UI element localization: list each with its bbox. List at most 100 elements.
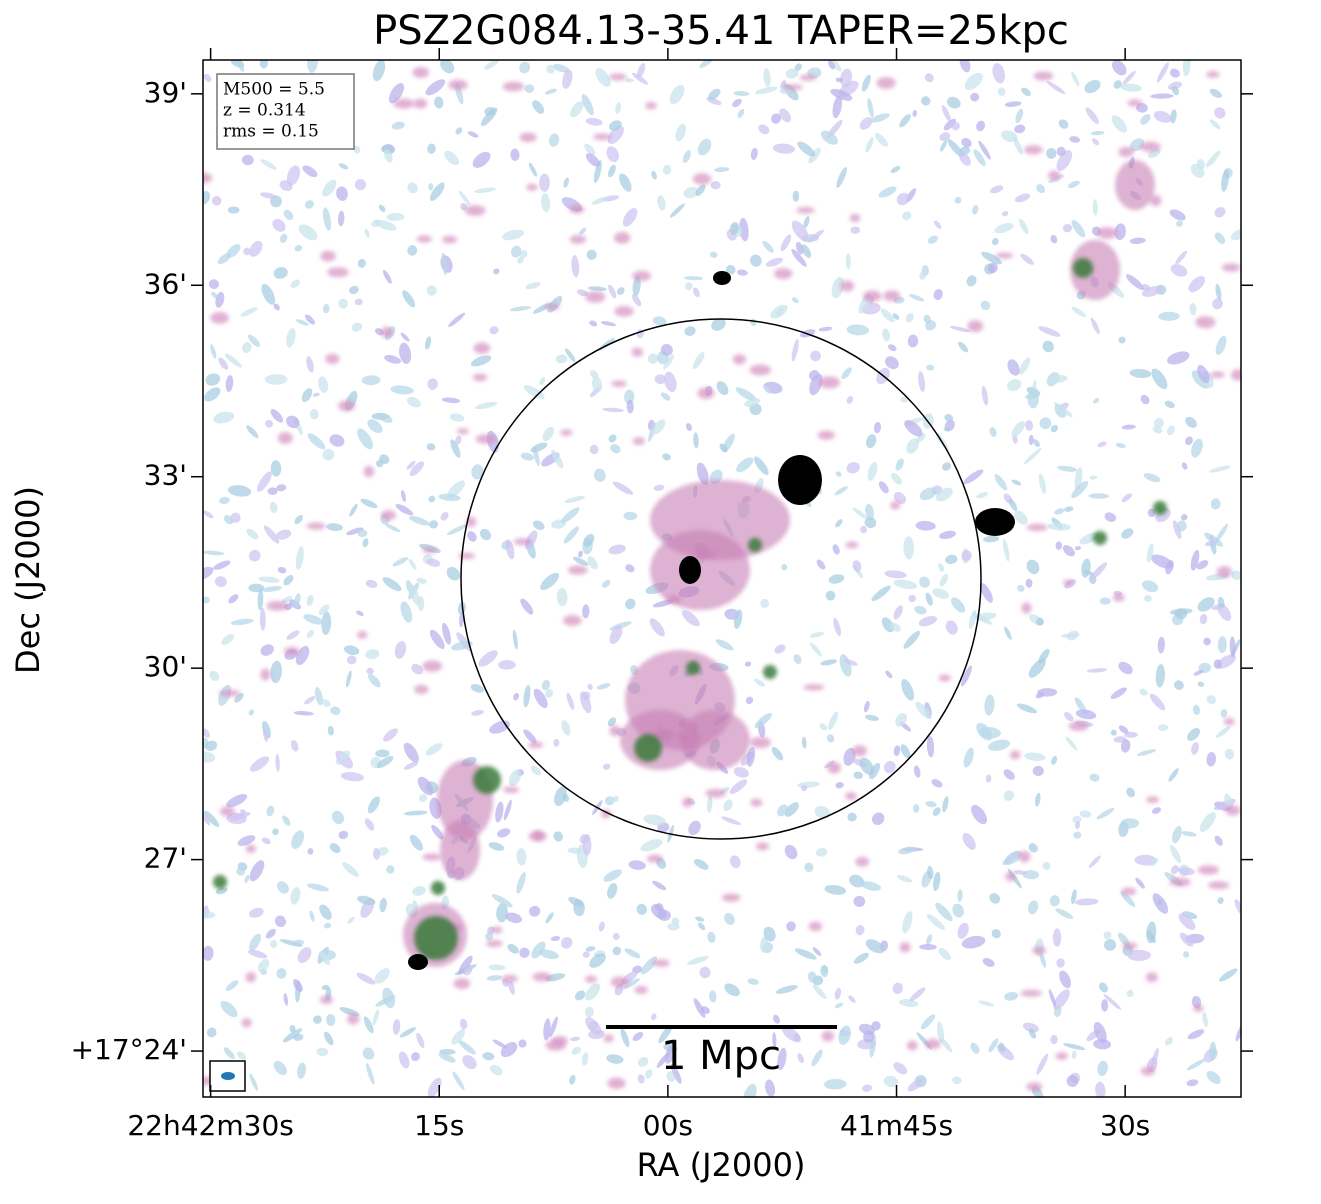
noise-speckle	[978, 140, 991, 160]
noise-speckle	[1158, 311, 1180, 321]
faint-source	[357, 630, 368, 639]
noise-speckle	[625, 78, 634, 83]
noise-speckle	[244, 874, 250, 883]
noise-speckle	[585, 983, 601, 1001]
noise-speckle	[1157, 724, 1169, 731]
noise-speckle	[890, 166, 901, 174]
noise-speckle	[573, 556, 589, 566]
noise-speckle	[1218, 968, 1238, 982]
y-tick-label: 30'	[144, 650, 187, 683]
faint-source	[456, 428, 469, 435]
noise-speckle	[606, 1054, 624, 1064]
noise-speckle	[237, 835, 256, 846]
noise-speckle	[378, 204, 386, 212]
noise-speckle	[814, 806, 831, 819]
noise-speckle	[312, 392, 320, 397]
faint-source	[845, 792, 857, 801]
noise-speckle	[327, 725, 334, 736]
noise-speckle	[530, 442, 548, 453]
noise-speckle	[832, 544, 840, 555]
noise-speckle	[275, 529, 292, 540]
noise-speckle	[615, 102, 622, 114]
noise-speckle	[874, 133, 888, 147]
noise-speckle	[347, 916, 355, 924]
noise-speckle	[684, 326, 696, 336]
noise-speckle	[1186, 1079, 1199, 1087]
noise-speckle	[246, 425, 259, 439]
noise-speckle	[428, 495, 436, 503]
noise-speckle	[602, 407, 624, 413]
noise-speckle	[226, 794, 248, 808]
noise-speckle	[807, 229, 825, 242]
noise-speckle	[801, 736, 807, 749]
faint-source	[1023, 145, 1043, 155]
faint-source	[799, 74, 817, 81]
noise-speckle	[1120, 891, 1136, 907]
noise-speckle	[1016, 703, 1038, 714]
noise-speckle	[893, 605, 903, 620]
noise-speckle	[598, 921, 605, 932]
noise-speckle	[426, 558, 441, 567]
radio-image	[203, 60, 1241, 1097]
noise-speckle	[834, 486, 848, 496]
noise-speckle	[698, 922, 706, 931]
noise-speckle	[590, 370, 599, 380]
noise-speckle	[1167, 351, 1190, 365]
noise-speckle	[286, 327, 296, 348]
noise-speckle	[411, 1052, 420, 1062]
noise-speckle	[356, 610, 364, 616]
noise-speckle	[1172, 520, 1182, 540]
noise-speckle	[518, 1039, 527, 1048]
noise-speckle	[1093, 1039, 1112, 1050]
noise-speckle	[675, 123, 686, 142]
noise-speckle	[913, 803, 920, 813]
noise-speckle	[1155, 664, 1165, 688]
noise-speckle	[544, 88, 558, 95]
noise-speckle	[338, 298, 348, 309]
noise-speckle	[425, 743, 443, 756]
noise-speckle	[543, 1018, 551, 1041]
noise-speckle	[392, 1019, 401, 1035]
noise-speckle	[714, 167, 730, 173]
noise-speckle	[745, 696, 754, 705]
noise-speckle	[272, 828, 279, 836]
faint-source	[705, 788, 727, 798]
noise-speckle	[871, 812, 885, 826]
noise-speckle	[1120, 739, 1131, 753]
faint-source	[803, 684, 825, 691]
noise-speckle	[541, 679, 551, 691]
noise-speckle	[281, 595, 293, 604]
noise-speckle	[538, 949, 559, 960]
noise-speckle	[225, 375, 234, 393]
noise-speckle	[322, 207, 332, 231]
noise-speckle	[260, 159, 277, 170]
noise-speckle	[223, 1047, 235, 1060]
noise-speckle	[1157, 636, 1165, 654]
noise-speckle	[560, 937, 573, 949]
noise-speckle	[585, 117, 603, 126]
noise-speckle	[1215, 335, 1227, 356]
noise-speckle	[372, 60, 386, 82]
noise-speckle	[943, 118, 957, 131]
faint-source	[527, 741, 544, 749]
noise-speckle	[918, 371, 926, 392]
noise-speckle	[569, 1074, 576, 1085]
noise-speckle	[1096, 808, 1115, 820]
noise-speckle	[533, 520, 545, 531]
noise-speckle	[301, 388, 313, 403]
noise-speckle	[1014, 124, 1026, 134]
noise-speckle	[1097, 1060, 1108, 1077]
faint-source	[380, 510, 397, 521]
noise-speckle	[708, 88, 721, 100]
noise-speckle	[1014, 870, 1027, 875]
noise-speckle	[909, 987, 926, 1002]
noise-speckle	[620, 1028, 630, 1048]
noise-speckle	[297, 947, 312, 964]
noise-speckle	[688, 820, 701, 836]
noise-speckle	[516, 872, 526, 894]
noise-speckle	[919, 576, 930, 588]
noise-speckle	[1008, 498, 1018, 511]
noise-speckle	[440, 511, 449, 521]
diffuse-emission	[1115, 160, 1155, 210]
noise-speckle	[1209, 88, 1222, 98]
